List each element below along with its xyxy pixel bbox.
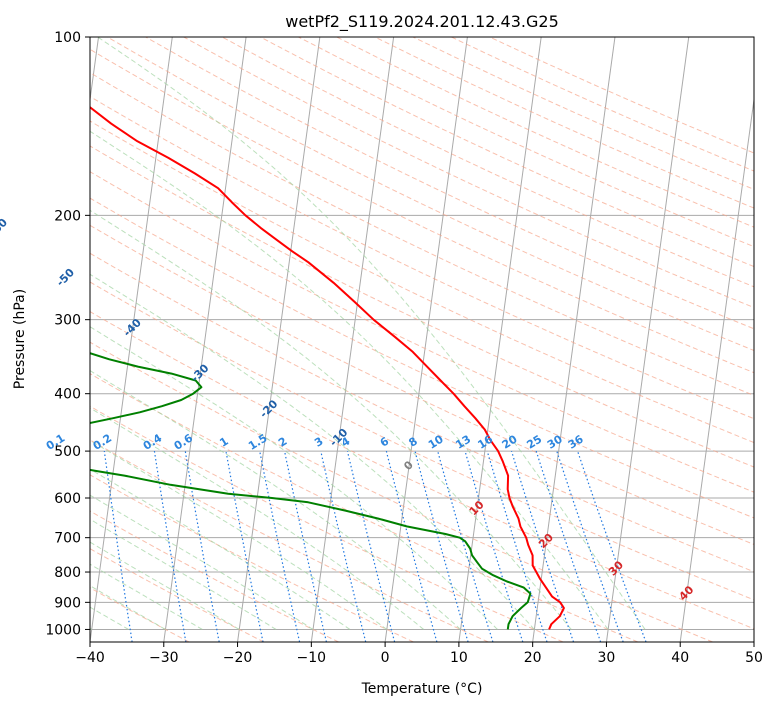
dry-adiabat — [107, 37, 754, 352]
dewpoint-profile — [90, 352, 532, 630]
sounding-profiles — [90, 106, 565, 630]
chart-title: wetPf2_S119.2024.201.12.43.G25 — [285, 12, 559, 32]
dry-adiabat — [90, 171, 754, 493]
dry-adiabat — [90, 405, 564, 642]
mixing-ratio-line — [535, 450, 602, 642]
mixing-ratio-line — [259, 450, 301, 642]
x-tick-label: 10 — [450, 650, 468, 666]
dry-adiabat — [183, 37, 754, 309]
dry-adiabat — [90, 474, 414, 642]
x-tick-label: −10 — [297, 650, 327, 666]
isotherm-gridline — [90, 37, 173, 642]
dry-adiabat — [90, 373, 638, 642]
isotherm-gridline — [532, 37, 616, 642]
mixing-ratio-line — [225, 450, 264, 642]
y-axis: 100 200 300 400 500 600 700 800 900 1000 — [45, 30, 90, 638]
dry-adiabat — [90, 224, 754, 545]
y-tick-label: 500 — [54, 444, 81, 460]
mixing-ratio-line — [320, 450, 367, 642]
moist-adiabat — [90, 563, 203, 630]
isotherm-gridline — [237, 37, 321, 642]
y-tick-label: 300 — [54, 313, 81, 329]
y-tick-label: 200 — [54, 208, 81, 224]
isotherm-gridline — [163, 37, 247, 642]
moist-adiabat — [90, 326, 498, 630]
mixing-ratio-line — [437, 450, 494, 642]
dry-adiabat — [90, 197, 754, 519]
y-tick-label: 700 — [54, 531, 81, 547]
y-tick-label: 800 — [54, 565, 81, 581]
plot-frame — [89, 36, 755, 643]
dry-adiabat — [145, 37, 754, 330]
moist-adiabat — [90, 541, 240, 630]
moist-adiabat — [90, 585, 166, 630]
moist-adiabat — [97, 37, 646, 630]
y-tick-label: 100 — [54, 30, 81, 46]
dry-adiabat — [90, 48, 754, 374]
moist-adiabat — [90, 494, 314, 630]
x-tick-label: −30 — [149, 650, 179, 666]
mixing-ratio-line — [103, 451, 133, 642]
x-tick-label: 50 — [745, 650, 763, 666]
isotherm-gridline — [605, 37, 690, 642]
mixing-ratio-line — [577, 450, 647, 642]
mixing-ratio-line — [486, 450, 548, 642]
mixing-ratio-line — [464, 450, 524, 642]
moist-adiabat — [90, 130, 609, 630]
mixing-ratio-line — [385, 450, 438, 642]
moist-adiabat — [90, 407, 425, 630]
mixing-ratio-line — [556, 450, 624, 642]
isotherm-label: -60 — [0, 216, 10, 239]
isotherm-gridline — [384, 37, 468, 642]
x-tick-label: −20 — [223, 650, 253, 666]
y-tick-label: 900 — [54, 595, 81, 611]
x-tick-label: −40 — [75, 650, 105, 666]
temperature-profile — [90, 106, 565, 630]
x-tick-label: 20 — [524, 650, 542, 666]
y-axis-label: Pressure (hPa) — [12, 289, 28, 389]
dry-adiabat — [90, 439, 489, 642]
dry-adiabat — [90, 587, 190, 642]
moist-adiabat — [90, 518, 277, 630]
mixing-ratio-line — [346, 450, 396, 642]
x-tick-label: 40 — [671, 650, 689, 666]
background-lines — [90, 37, 754, 642]
x-axis: −40 −30 −20 −10 0 10 20 30 40 50 — [75, 642, 763, 666]
dry-adiabat — [221, 37, 754, 288]
isotherm-gridline — [458, 37, 542, 642]
dry-adiabat — [90, 281, 754, 601]
mixing-ratio-line — [510, 450, 575, 642]
x-tick-label: 0 — [381, 650, 390, 666]
moist-adiabat — [90, 439, 388, 630]
x-axis-label: Temperature (°C) — [361, 681, 483, 697]
dry-adiabat — [90, 311, 754, 630]
dry-adiabat — [90, 548, 265, 642]
y-tick-label: 1000 — [45, 622, 81, 638]
isotherm-gridline — [679, 95, 754, 642]
moist-adiabat — [90, 273, 535, 630]
moist-adiabat — [90, 209, 572, 630]
y-tick-label: 400 — [54, 387, 81, 403]
mixing-ratio-line — [284, 450, 327, 642]
y-tick-label: 600 — [54, 491, 81, 507]
moist-adiabat — [90, 468, 351, 630]
mixing-ratio-line — [414, 450, 469, 642]
x-tick-label: 30 — [598, 650, 616, 666]
